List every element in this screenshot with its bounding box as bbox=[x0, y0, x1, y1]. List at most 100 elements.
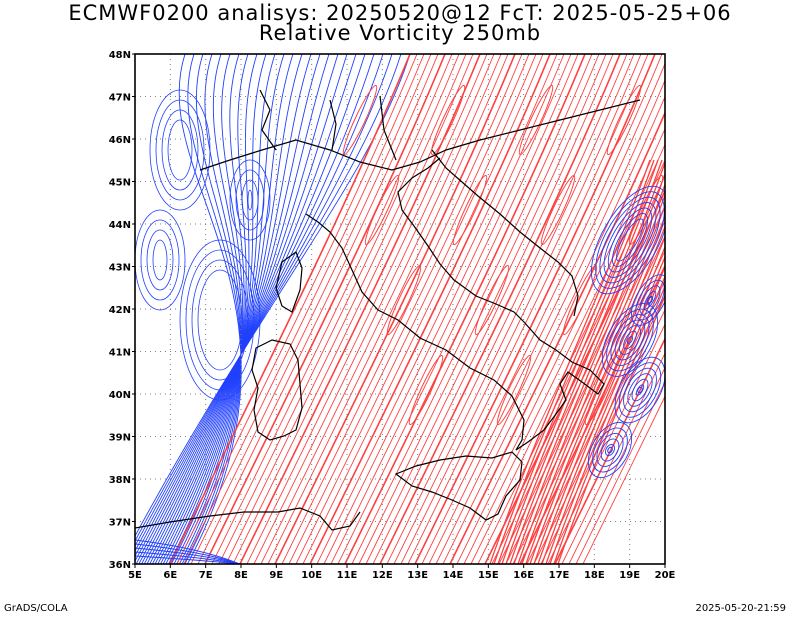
lat-tick-label: 38N bbox=[109, 475, 131, 486]
negative-contour bbox=[135, 54, 366, 563]
positive-contour bbox=[386, 54, 628, 564]
negative-contour bbox=[618, 325, 642, 355]
footer-credit: GrADS/COLA bbox=[4, 603, 68, 614]
positive-contour bbox=[606, 84, 642, 156]
corsica-coastline bbox=[275, 251, 303, 313]
map-title: ECMWF0200 analisys: 20250520@12 FcT: 202… bbox=[68, 1, 732, 25]
lat-tick-label: 42N bbox=[109, 305, 131, 316]
positive-contour bbox=[513, 182, 665, 564]
negative-contour bbox=[618, 362, 662, 418]
positive-contour bbox=[491, 205, 665, 564]
negative-contour bbox=[596, 433, 624, 467]
positive-contour bbox=[211, 54, 453, 564]
lon-tick-label: 20E bbox=[655, 570, 676, 581]
negative-contour bbox=[135, 555, 241, 564]
negative-contour bbox=[635, 279, 665, 321]
negative-contour bbox=[639, 285, 661, 315]
positive-contour bbox=[533, 235, 665, 564]
positive-contour bbox=[463, 143, 665, 564]
negative-contour bbox=[135, 551, 241, 564]
positive-contour bbox=[239, 54, 481, 564]
negative-contour bbox=[165, 54, 258, 564]
negative-contour bbox=[606, 308, 654, 372]
positive-contour bbox=[561, 352, 665, 564]
positive-contour bbox=[452, 174, 488, 246]
positive-contour bbox=[575, 381, 665, 564]
negative-contour bbox=[607, 207, 653, 273]
positive-contour bbox=[176, 54, 418, 564]
footer-timestamp: 2025-05-20-21:59 bbox=[695, 603, 786, 614]
negative-contour bbox=[616, 218, 644, 262]
positive-contour bbox=[302, 54, 544, 564]
negative-contour bbox=[197, 269, 243, 371]
positive-contour bbox=[430, 84, 466, 156]
longitude-labels: 5E 6E 7E 8E 9E 10E 11E 12E 13E 14E 15E 16E 17E 18E 19E… bbox=[128, 564, 676, 581]
positive-contour bbox=[225, 54, 467, 564]
lat-tick-label: 47N bbox=[109, 93, 131, 104]
lon-tick-label: 12E bbox=[372, 570, 393, 581]
negative-contour bbox=[607, 446, 613, 454]
positive-contour bbox=[342, 84, 378, 156]
negative-contour bbox=[604, 443, 616, 457]
coastlines bbox=[135, 89, 641, 531]
negative-contour bbox=[637, 386, 643, 394]
positive-contour bbox=[169, 54, 411, 564]
negative-contour bbox=[181, 54, 242, 564]
vorticity-contours bbox=[135, 54, 665, 564]
negative-contour bbox=[170, 54, 245, 564]
negative-contour bbox=[155, 99, 205, 201]
negative-contour bbox=[631, 274, 665, 326]
positive-contour bbox=[568, 366, 665, 564]
negative-contour bbox=[173, 54, 244, 564]
positive-contour bbox=[498, 220, 665, 564]
negative-contour bbox=[191, 259, 249, 381]
positive-contour bbox=[253, 54, 495, 564]
positive-contour bbox=[274, 54, 516, 564]
positive-contour bbox=[218, 54, 460, 564]
positive-contour bbox=[408, 354, 444, 426]
lat-lon-grid bbox=[135, 54, 665, 564]
positive-contour bbox=[365, 54, 607, 564]
lon-tick-label: 13E bbox=[407, 570, 428, 581]
map-subtitle: Relative Vorticity 250mb bbox=[258, 21, 542, 45]
negative-contour bbox=[623, 330, 637, 350]
positive-contour bbox=[400, 54, 642, 564]
positive-contour bbox=[316, 54, 558, 564]
italy-coastline bbox=[305, 157, 605, 451]
positive-contour bbox=[393, 54, 635, 564]
positive-contour bbox=[190, 54, 432, 564]
negative-contour bbox=[599, 196, 661, 284]
positive-contour bbox=[582, 395, 665, 564]
positive-contour bbox=[505, 160, 665, 564]
positive-contour bbox=[435, 79, 665, 564]
negative-contour bbox=[135, 543, 241, 564]
negative-contour bbox=[603, 202, 657, 278]
negative-contour bbox=[135, 54, 393, 547]
positive-contour bbox=[553, 284, 665, 564]
positive-contour bbox=[428, 62, 665, 564]
negative-contour bbox=[157, 54, 285, 564]
lon-tick-label: 17E bbox=[549, 570, 570, 581]
lat-tick-label: 37N bbox=[109, 518, 131, 529]
latitude-labels: 48N 47N 46N 45N 44N 43N 42N 41N 40N 39N 38N 37N 36N bbox=[109, 50, 135, 571]
positive-contour bbox=[407, 54, 649, 564]
positive-contour bbox=[281, 54, 523, 564]
negative-contour bbox=[595, 191, 665, 289]
negative-contour bbox=[592, 427, 628, 473]
negative-contour bbox=[152, 54, 303, 564]
negative-contour bbox=[135, 54, 357, 564]
positive-contour bbox=[496, 354, 532, 426]
negative-contour bbox=[154, 54, 294, 564]
positive-contour bbox=[519, 263, 665, 564]
negative-contour bbox=[647, 296, 653, 304]
negative-contour bbox=[143, 54, 330, 564]
negative-contour bbox=[185, 249, 255, 391]
lon-tick-label: 19E bbox=[619, 570, 640, 581]
lat-tick-label: 43N bbox=[109, 263, 131, 274]
negative-contour bbox=[614, 319, 646, 361]
positive-contour bbox=[246, 54, 488, 564]
negative-contour bbox=[600, 438, 620, 462]
positive-contour bbox=[386, 264, 422, 336]
positive-contour bbox=[183, 54, 425, 564]
